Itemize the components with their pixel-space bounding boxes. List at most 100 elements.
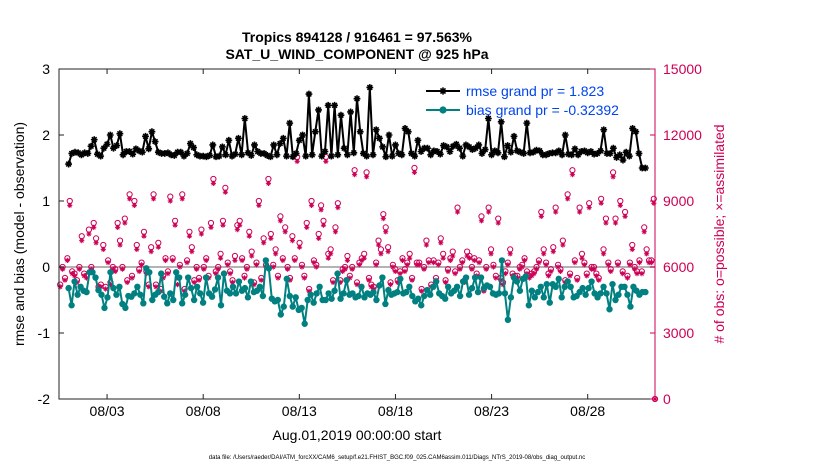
bias-point [337, 295, 344, 302]
bias-point [585, 284, 592, 292]
obs-assimilated-point [634, 271, 640, 277]
bias-point [355, 292, 362, 300]
bias-point [140, 300, 147, 307]
obs-assimilated-point [502, 271, 509, 277]
rmse-point [295, 136, 303, 144]
bias-point [382, 300, 389, 308]
legend-bias-label: bias grand pr = -0.32392 [466, 102, 619, 118]
y-axis-label-left: rmse and bias (model - observation) [11, 122, 27, 346]
obs-assimilated-point [332, 229, 339, 235]
obs-assimilated-point [349, 266, 355, 272]
bias-point [310, 299, 317, 306]
rmse-point [90, 136, 98, 144]
x-axis-tick-label: 08/08 [186, 403, 221, 419]
bias-point [328, 295, 335, 302]
rmse-point [84, 150, 92, 157]
obs-assimilated-point [488, 251, 494, 257]
bias-point [385, 286, 392, 294]
obs-assimilated-point [162, 257, 169, 263]
obs-assimilated-point [569, 172, 576, 178]
obs-assimilated-point [447, 257, 453, 263]
bias-point [528, 287, 536, 294]
rmse-point [446, 148, 454, 155]
rmse-point [154, 148, 162, 156]
rmse-point [382, 153, 390, 161]
obs-assimilated-point [117, 242, 123, 248]
obs-assimilated-point [182, 288, 188, 294]
bias-point [134, 283, 141, 290]
rmse-point [587, 148, 595, 155]
obs-assimilated-point [150, 196, 157, 202]
bias-point [421, 292, 428, 300]
bias-point [621, 283, 628, 290]
rmse-point [334, 151, 342, 159]
obs-assimilated-point [493, 275, 499, 281]
rmse-point [270, 141, 278, 149]
rmse-point [235, 134, 242, 142]
rmse-point [219, 143, 226, 151]
obs-assimilated-point [277, 218, 284, 224]
bias-point [214, 274, 222, 281]
obs-assimilated-point [258, 277, 264, 283]
bias-point [193, 283, 201, 290]
bias-point [307, 291, 314, 298]
obs-assimilated-point [294, 158, 300, 164]
rmse-point [324, 101, 332, 109]
obs-assimilated-point [318, 207, 324, 213]
obs-assimilated-point [567, 273, 573, 279]
rmse-point [622, 148, 630, 156]
obs-assimilated-point [93, 240, 99, 246]
obs-assimilated-point [141, 233, 147, 239]
rmse-point [129, 150, 137, 158]
obs-assimilated-point [328, 251, 334, 257]
obs-assimilated-point [565, 196, 571, 202]
obs-assimilated-point [170, 257, 176, 263]
bias-point [376, 282, 383, 289]
obs-assimilated-point [359, 257, 365, 263]
rmse-point [148, 128, 156, 136]
obs-assimilated-point [217, 255, 224, 261]
rmse-point [321, 148, 329, 155]
rmse-point [209, 141, 217, 149]
bias-point [495, 290, 503, 297]
obs-assimilated-point [407, 255, 413, 261]
obs-assimilated-point [57, 284, 63, 290]
legend-rmse-marker [439, 87, 447, 95]
rmse-point [497, 118, 505, 126]
obs-assimilated-point [617, 202, 623, 208]
obs-assimilated-point [222, 189, 228, 195]
obs-assimilated-point [246, 233, 252, 239]
bias-point [83, 288, 90, 296]
bias-point [68, 302, 75, 309]
bias-point [430, 283, 437, 290]
rmse-point [299, 131, 306, 139]
obs-assimilated-point [127, 196, 133, 202]
obs-assimilated-point [229, 279, 236, 285]
obs-assimilated-point [301, 275, 307, 281]
rmse-point [561, 131, 569, 139]
obs-assimilated-point [165, 271, 171, 277]
obs-assimilated-point [380, 216, 386, 222]
obs-assimilated-point [225, 262, 231, 268]
obs-assimilated-point [289, 238, 295, 244]
bias-point [286, 292, 293, 300]
obs-assimilated-point [119, 266, 126, 272]
obs-assimilated-point [541, 251, 547, 257]
rmse-point [215, 152, 223, 160]
rmse-point [138, 148, 146, 156]
rmse-point [404, 128, 412, 136]
bias-point [588, 278, 595, 285]
bias-point [146, 269, 153, 276]
left-axis-tick-label: 3 [42, 61, 50, 77]
obs-assimilated-point [438, 240, 444, 246]
obs-assimilated-point [194, 266, 200, 272]
obs-assimilated-point [579, 255, 585, 261]
bias-point [441, 295, 449, 302]
obs-assimilated-point [115, 224, 121, 230]
obs-assimilated-point [210, 180, 216, 186]
bias-point [474, 288, 482, 296]
obs-assimilated-point [112, 268, 118, 274]
obs-assimilated-point [598, 200, 604, 206]
bias-point [178, 300, 186, 307]
obs-assimilated-point [148, 249, 154, 255]
